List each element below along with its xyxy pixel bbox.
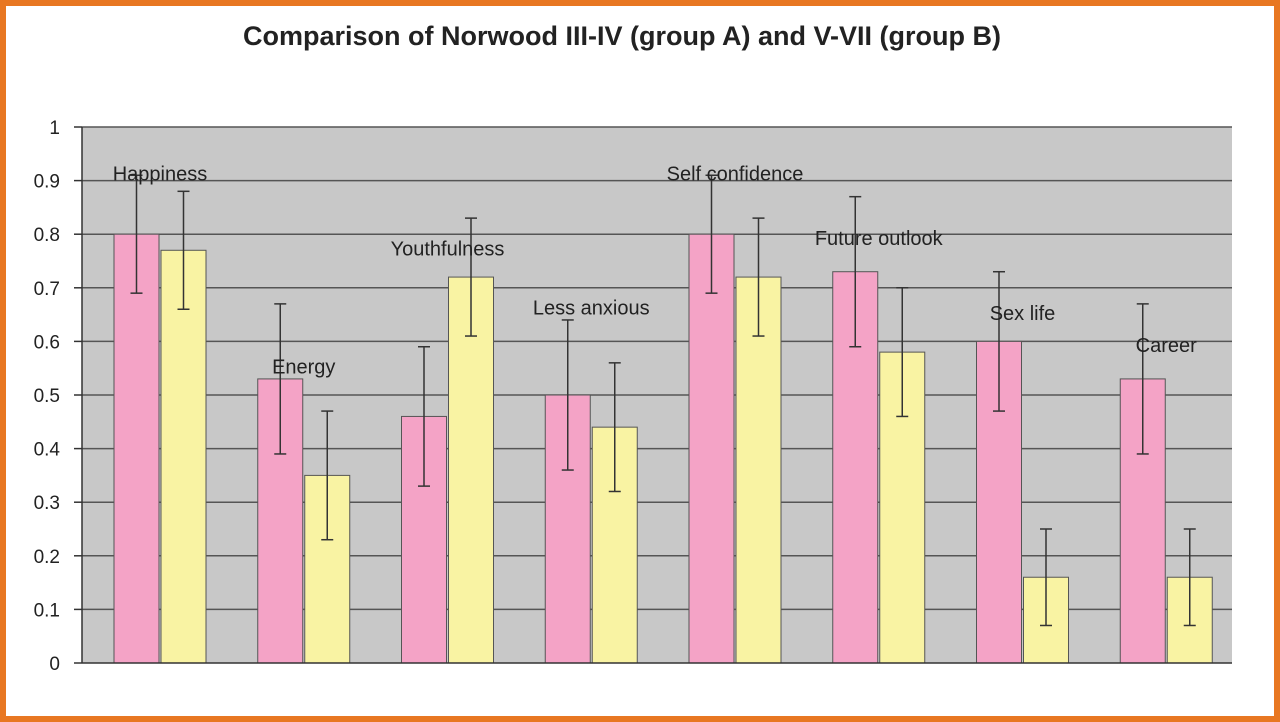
y-tick-label: 0.5 (34, 386, 60, 407)
category-label: Career (1136, 335, 1197, 357)
y-tick-label: 0 (49, 654, 60, 675)
category-label: Youthfulness (391, 239, 505, 261)
category-label: Self confidence (667, 164, 804, 186)
category-label: Future outlook (815, 228, 944, 250)
y-axis-ticks: 0 0.1 0.2 0.3 0.4 0.5 0.6 0.7 0.8 0.9 1 (34, 118, 82, 675)
bar-happiness-series-1 (113, 233, 160, 664)
gridlines (82, 126, 1232, 611)
y-tick-label: 0.7 (34, 279, 60, 300)
category-label: Sex life (990, 303, 1056, 325)
category-label: Less anxious (533, 298, 650, 320)
y-tick-label: 0.3 (34, 493, 60, 514)
bar-self-confidence-series-1 (688, 233, 735, 664)
y-tick-label: 0.1 (34, 600, 60, 621)
category-label: Energy (272, 357, 335, 379)
category-label: Happiness (113, 164, 208, 186)
error-bars (130, 174, 1196, 627)
bar-happiness-series-2 (160, 249, 207, 664)
y-tick-label: 0.4 (34, 440, 61, 461)
bar-youthfulness-series-2 (448, 276, 494, 664)
y-tick-label: 0.2 (34, 547, 60, 568)
y-tick-label: 0.6 (34, 332, 60, 353)
chart-title: Comparison of Norwood III-IV (group A) a… (243, 21, 1001, 51)
y-tick-label: 0.8 (34, 225, 60, 246)
y-tick-label: 0.9 (34, 172, 60, 193)
y-tick-label: 1 (49, 118, 60, 139)
category-labels: Happiness Energy Youthfulness Less anxious S… (113, 164, 1197, 379)
